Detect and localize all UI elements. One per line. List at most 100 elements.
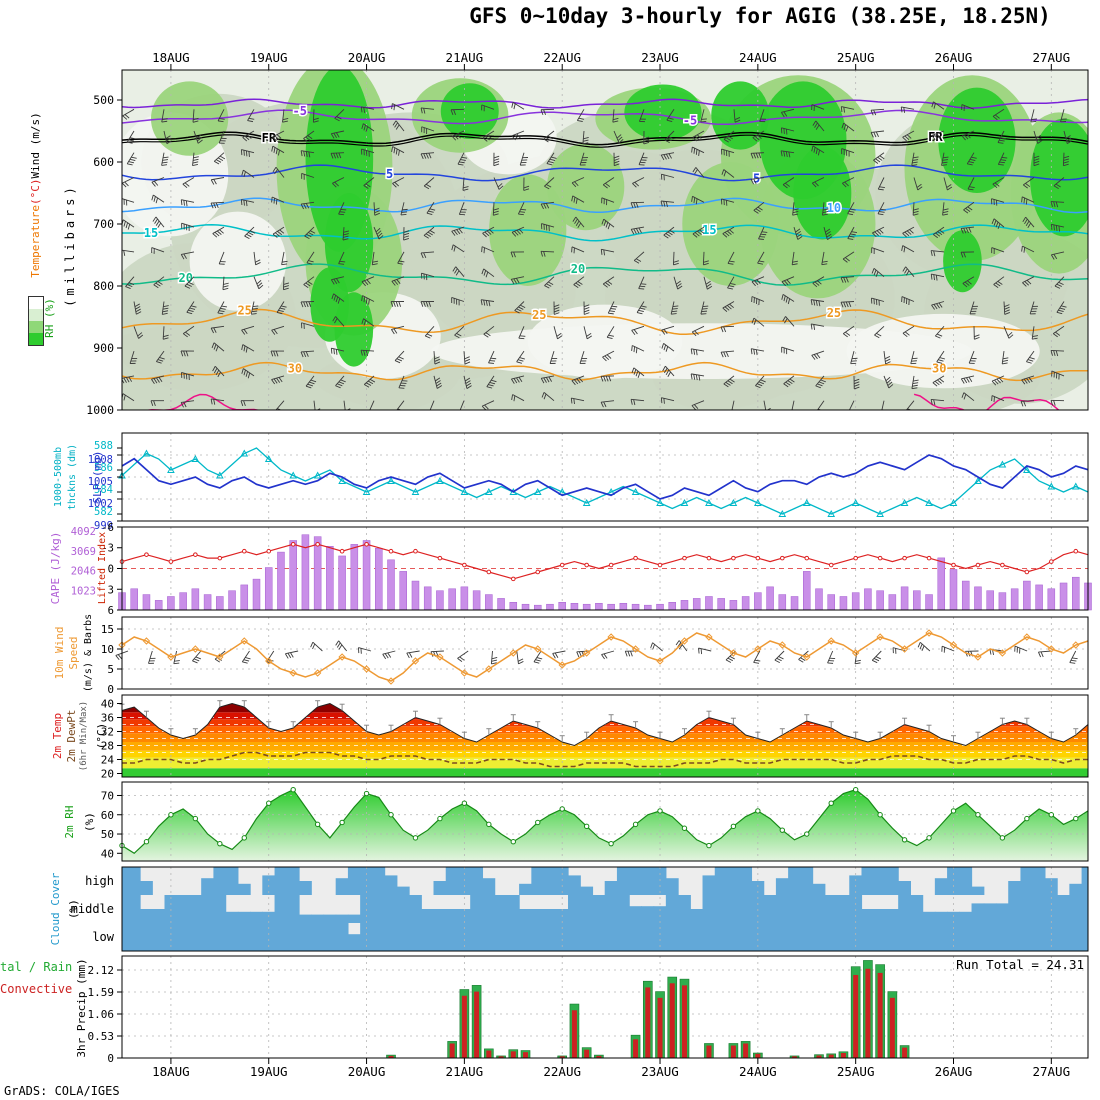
temp-minmax-whiskers — [119, 700, 1079, 742]
svg-text:30: 30 — [288, 361, 302, 375]
lifted-index-line — [119, 541, 1089, 582]
svg-text:584: 584 — [94, 484, 113, 496]
precip-panel: 2.12 1.59 1.06 0.53 0 Run Total = 24.31 — [88, 955, 1089, 1065]
svg-text:27AUG: 27AUG — [1032, 1064, 1070, 1079]
svg-text:19AUG: 19AUG — [250, 1064, 288, 1079]
svg-text:3069: 3069 — [71, 546, 96, 558]
lifted-index-label: Lifted Index — [97, 531, 108, 605]
svg-text:0: 0 — [108, 564, 114, 576]
svg-text:40: 40 — [101, 698, 114, 711]
rh2m-unit-label: (%) — [83, 812, 96, 832]
svg-text:-5: -5 — [293, 104, 307, 118]
rh2m-area — [122, 789, 1088, 861]
rh2m-label: 2m RH — [63, 805, 76, 839]
svg-text:high: high — [85, 874, 114, 888]
precip-axis-label: 3hr Precip (mm) — [75, 958, 88, 1058]
dewpt2m-line — [122, 751, 1088, 768]
svg-text:23AUG: 23AUG — [641, 50, 679, 65]
dewpt2m-label: 2m DewPt — [65, 709, 78, 763]
wind10m-label-1: 10m Wind — [53, 626, 66, 680]
thickness-markers — [118, 449, 1080, 517]
rh-label: RH (%) — [43, 298, 56, 338]
wind10m-panel: 15 10 5 0 — [101, 616, 1089, 696]
wind10m-label-2: Speed — [67, 636, 80, 670]
svg-text:2046: 2046 — [71, 566, 96, 578]
contour-25: 25 25 25 — [122, 302, 1088, 336]
svg-text:1000: 1000 — [86, 403, 114, 417]
svg-text:22AUG: 22AUG — [543, 1064, 581, 1079]
upper-air-wind-barbs — [122, 101, 1073, 410]
svg-text:900: 900 — [93, 341, 114, 355]
contour-15: 15 15 — [122, 222, 1088, 242]
thickness-label-1: 1000-500mb — [53, 446, 64, 508]
svg-text:1.06: 1.06 — [88, 1008, 115, 1021]
svg-text:20: 20 — [571, 262, 585, 276]
svg-text:25AUG: 25AUG — [837, 1064, 875, 1079]
svg-text:-6: -6 — [101, 522, 114, 534]
svg-text:586: 586 — [94, 462, 113, 474]
svg-text:24AUG: 24AUG — [739, 1064, 777, 1079]
svg-text:70: 70 — [101, 789, 114, 802]
minmax-label: (6hr Min/Max) — [79, 700, 89, 772]
temp2m-label: 2m Temp — [51, 712, 64, 760]
precip-convective-label: Convective — [0, 982, 73, 996]
svg-text:1.59: 1.59 — [88, 986, 115, 999]
svg-text:24AUG: 24AUG — [739, 50, 777, 65]
temperature-label: Temperature — [29, 204, 42, 278]
svg-text:1002: 1002 — [88, 498, 113, 510]
svg-text:588: 588 — [94, 440, 113, 452]
precip-total-label: tal / Rain — [0, 960, 73, 974]
rh2m-panel: 70 60 50 40 — [101, 781, 1089, 862]
svg-text:20: 20 — [179, 271, 193, 285]
wind10m-line — [118, 629, 1089, 685]
svg-text:0: 0 — [107, 683, 114, 696]
svg-text:28: 28 — [101, 740, 114, 753]
contour-30: 30 30 — [122, 360, 1088, 382]
slp-label: SLP (mb) — [91, 450, 104, 504]
svg-text:-5: -5 — [683, 113, 697, 127]
temp2m-line — [121, 702, 1089, 747]
thickness-line — [121, 447, 1089, 515]
svg-text:25: 25 — [827, 306, 841, 320]
wind10m-label-3: (m/s) & Barbs — [83, 613, 94, 693]
svg-text:20AUG: 20AUG — [348, 50, 386, 65]
svg-text:600: 600 — [93, 155, 114, 169]
thickness-label-2: thckns (dm) — [67, 443, 78, 511]
millibars-label: (millibars) — [63, 183, 77, 307]
temp-band-fill — [122, 703, 1088, 777]
contour-aux — [145, 393, 261, 410]
svg-text:15: 15 — [144, 226, 158, 240]
svg-text:25: 25 — [532, 308, 546, 322]
contour-aux — [913, 393, 1082, 410]
contour-aux — [122, 98, 1088, 109]
temp2m-unit-label: (°C) — [95, 722, 108, 750]
svg-text:20AUG: 20AUG — [348, 1064, 386, 1079]
wind10m-barbs — [115, 640, 1078, 665]
svg-text:22AUG: 22AUG — [543, 50, 581, 65]
li-cape-panel: 4092 3069 2046 1023 -6 -3 0 3 6 — [71, 522, 1092, 617]
svg-text:26AUG: 26AUG — [935, 50, 973, 65]
svg-text:6: 6 — [108, 605, 114, 617]
svg-text:30: 30 — [932, 362, 946, 376]
svg-text:4092: 4092 — [71, 526, 96, 538]
svg-text:25AUG: 25AUG — [837, 50, 875, 65]
svg-text:21AUG: 21AUG — [446, 1064, 484, 1079]
svg-text:10: 10 — [101, 643, 114, 656]
svg-text:-3: -3 — [101, 543, 114, 555]
svg-text:2.12: 2.12 — [88, 964, 115, 977]
svg-text:5: 5 — [386, 167, 393, 181]
svg-text:36: 36 — [101, 712, 114, 725]
rh-legend-cell — [29, 309, 43, 321]
precip-bars — [386, 960, 910, 1059]
svg-text:32: 32 — [101, 726, 114, 739]
svg-text:0.53: 0.53 — [88, 1030, 115, 1043]
page-title: GFS 0~10day 3-hourly for AGIG (38.25E, 1… — [469, 4, 1051, 28]
rh-legend-cell — [29, 297, 43, 309]
svg-text:3: 3 — [108, 584, 114, 596]
svg-text:582: 582 — [94, 506, 113, 518]
